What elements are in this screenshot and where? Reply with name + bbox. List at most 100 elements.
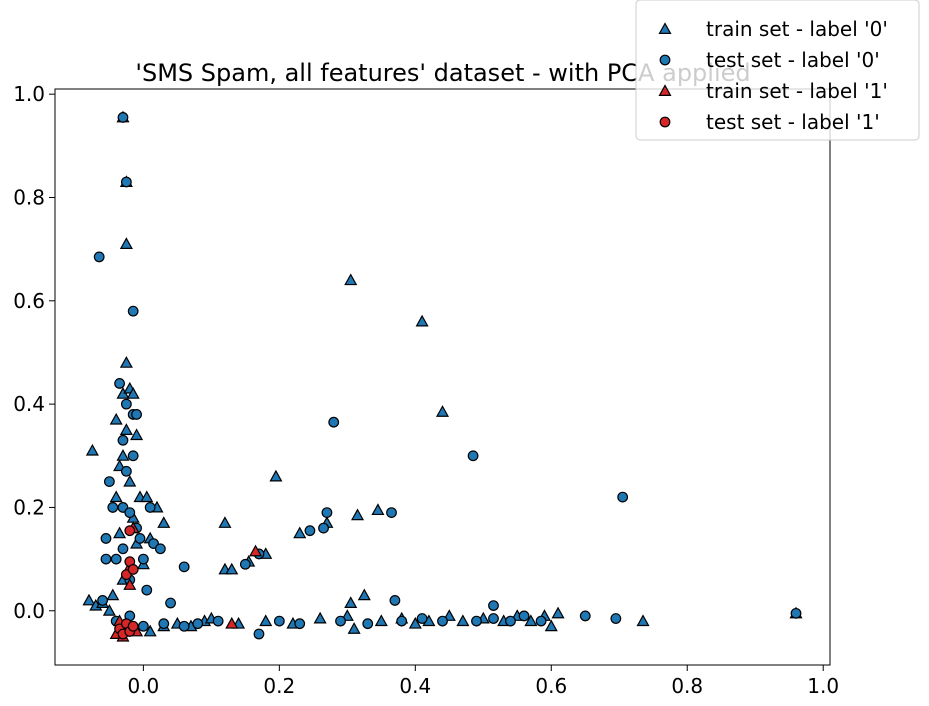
series-0-point (82, 593, 96, 606)
series-0-point (374, 614, 388, 627)
legend-label-2: train set - label '1' (706, 79, 888, 103)
series-1-point (518, 610, 530, 622)
series-1-point (120, 176, 132, 188)
series-0-point (524, 614, 538, 627)
x-axis: 0.0 0.2 0.4 0.6 0.8 1.0 (127, 665, 839, 698)
series-0-point (415, 314, 429, 327)
series-0-point (313, 611, 327, 624)
y-tick-label: 0.2 (13, 495, 45, 519)
series-1-point (117, 112, 129, 123)
legend-box (635, 0, 920, 141)
series-0-point (157, 516, 171, 528)
series-2-point (225, 616, 239, 629)
series-0-point (371, 503, 385, 516)
series-0-point (344, 596, 358, 609)
series-1-point (396, 615, 408, 627)
legend-marker-1 (659, 54, 671, 66)
series-1-point (97, 595, 108, 606)
series-0-point (85, 443, 99, 456)
series-0-point (106, 588, 120, 601)
y-tick-label: 0.8 (13, 185, 45, 209)
series-1-point (273, 615, 285, 627)
series-0-point (544, 619, 558, 632)
series-1-point (467, 450, 479, 462)
y-axis: 0.0 0.2 0.4 0.6 0.8 1.0 (13, 82, 55, 623)
series-1-point (100, 533, 112, 544)
series-0-point (259, 614, 273, 627)
series-1-point (386, 507, 397, 519)
series-3-point (127, 564, 139, 575)
series-0-point (293, 526, 307, 539)
x-tick-label: 0.4 (399, 674, 431, 698)
series-0-point (408, 616, 422, 629)
x-tick-label: 1.0 (807, 674, 839, 698)
series-1-point (321, 507, 333, 519)
series-0-point (344, 273, 358, 286)
series-1-point (137, 553, 149, 565)
series-1-point (117, 434, 129, 446)
series-1-point (178, 620, 190, 632)
series-1-point (137, 620, 149, 632)
legend: train set - label '0' test set - label '0… (635, 0, 920, 141)
x-tick-label: 0.8 (671, 674, 703, 698)
series-1-point (335, 615, 346, 627)
series-0-point (225, 562, 239, 575)
series-0-point (351, 508, 365, 521)
y-tick-label: 1.0 (13, 82, 45, 106)
legend-label-1: test set - label '0' (706, 48, 880, 72)
series-1-point (471, 615, 482, 627)
series-1-point (114, 378, 125, 389)
series-1-point (192, 618, 204, 630)
series-1-point (107, 502, 119, 513)
x-tick-label: 0.0 (127, 674, 159, 698)
series-0-point (102, 604, 116, 616)
series-1-point (131, 409, 142, 420)
x-tick-label: 0.6 (535, 674, 567, 698)
series-1-point (110, 553, 122, 565)
series-3-point (124, 525, 136, 537)
x-tick-label: 0.2 (263, 674, 295, 698)
series-1-point (144, 502, 156, 513)
series-1-point (93, 251, 105, 263)
series-1-point (790, 607, 802, 619)
series-2-point (249, 544, 263, 557)
series-0-point (357, 588, 371, 601)
series-1-point (488, 613, 499, 624)
series-1-point (154, 543, 166, 555)
series-0-point (636, 614, 650, 627)
series-1-point (362, 618, 374, 630)
series-0-point (456, 614, 470, 627)
series-1-point (127, 305, 139, 317)
series-1-point (437, 615, 448, 627)
series-0-point (109, 412, 123, 425)
series-0-point (218, 516, 232, 528)
series-1-point (328, 416, 340, 428)
series-1-point (120, 465, 132, 477)
legend-marker-2 (658, 84, 672, 97)
series-1-point (579, 610, 591, 622)
series-1-point (535, 615, 547, 627)
series-1-point (158, 618, 170, 630)
series-1-point (212, 615, 224, 627)
y-tick-label: 0.4 (13, 392, 45, 416)
series-1-point (127, 450, 139, 462)
series-3-point (127, 620, 139, 632)
series-1-point (488, 600, 499, 611)
plot-area (54, 88, 831, 666)
legend-marker-3 (659, 116, 671, 128)
legend-label-0: train set - label '0' (706, 17, 888, 41)
series-1-point (117, 543, 129, 555)
series-1-point (239, 558, 251, 570)
series-0-point (143, 624, 157, 637)
series-1-point (103, 476, 115, 488)
series-1-point (120, 398, 132, 410)
series-1-point (304, 525, 316, 537)
series-0-point (123, 474, 137, 487)
series-0-point (435, 405, 450, 417)
series-0-point (269, 469, 283, 482)
series-0-point (347, 622, 361, 634)
series-1-point (165, 597, 176, 609)
series-1-point (124, 507, 136, 519)
series-0-point (109, 490, 123, 503)
series-2-point (123, 578, 137, 590)
